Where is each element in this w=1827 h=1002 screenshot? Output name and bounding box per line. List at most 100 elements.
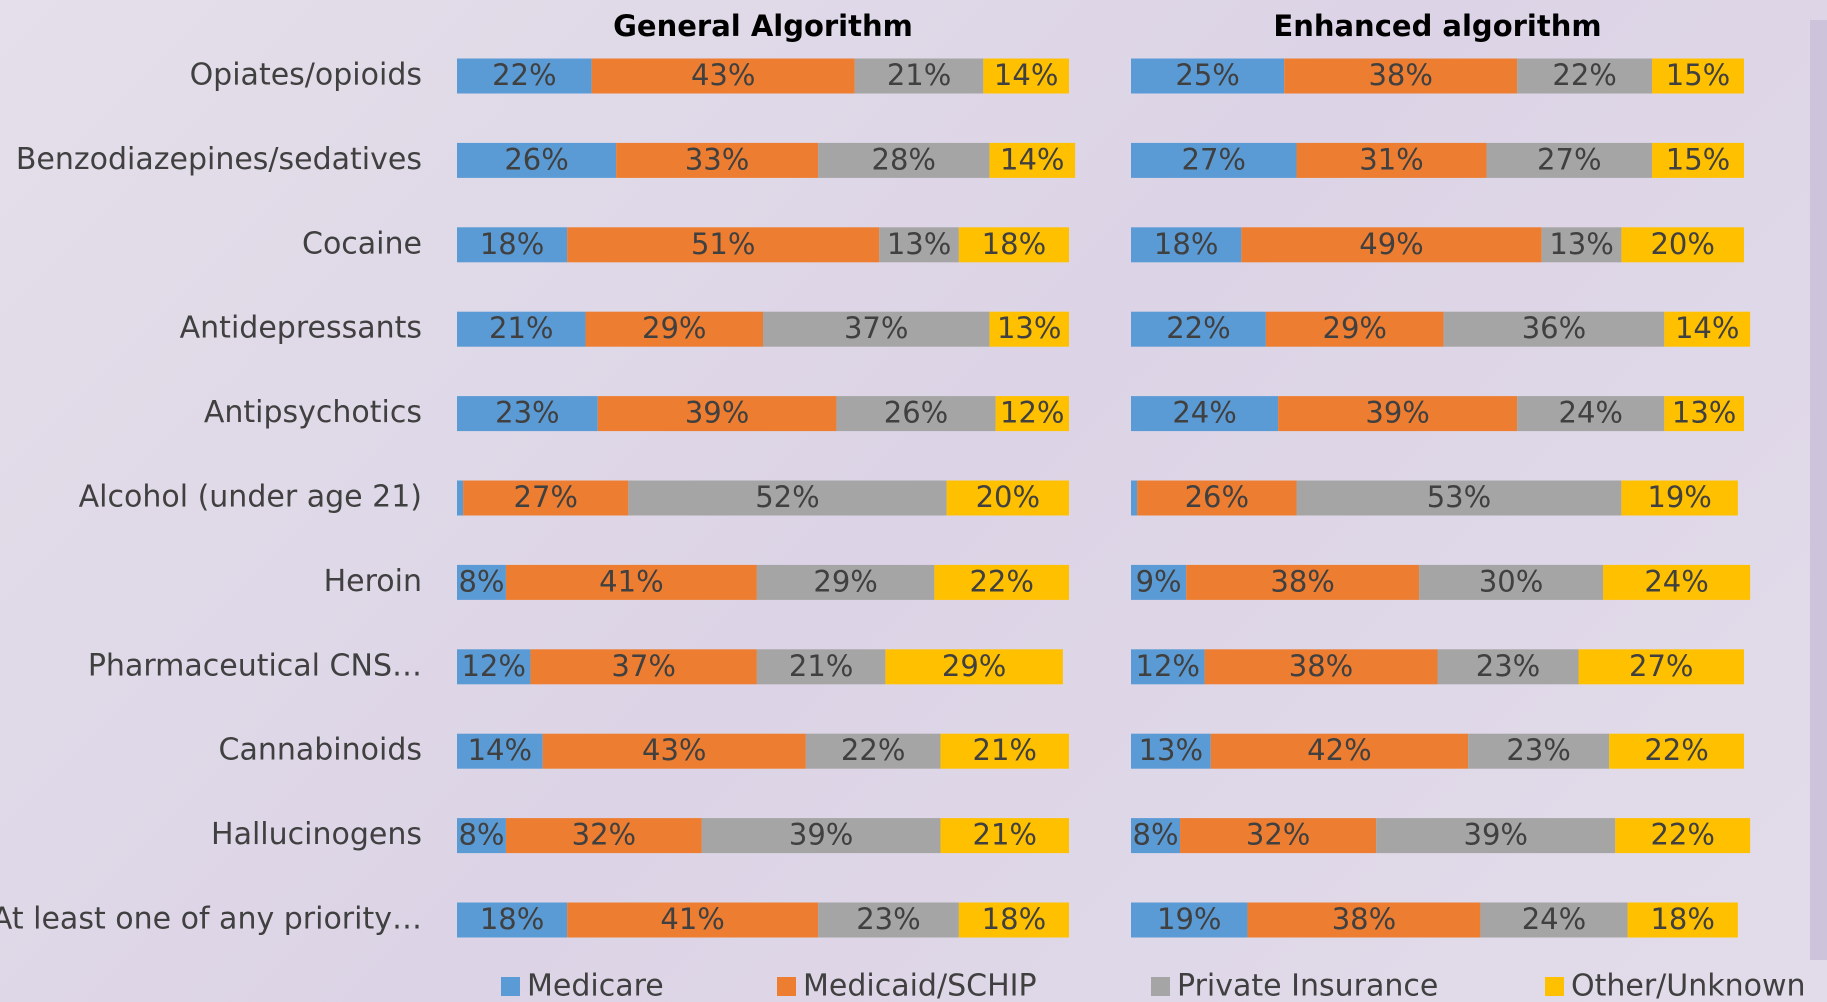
bar-segment [989, 142, 1076, 178]
value-label: 29% [813, 564, 877, 598]
value-label: 20% [976, 480, 1040, 514]
side-edge [1810, 20, 1827, 960]
value-label: 39% [789, 818, 853, 852]
bar-segment [457, 142, 617, 178]
legend-swatch [1151, 977, 1170, 996]
value-label: 22% [841, 733, 905, 767]
panel-title: Enhanced algorithm [1273, 9, 1601, 43]
value-label: 22% [969, 564, 1033, 598]
bar-segment [457, 311, 586, 347]
value-label: 52% [755, 480, 819, 514]
bar-segment [505, 818, 702, 854]
category-label: Cannabinoids [219, 733, 423, 768]
value-label: 22% [1650, 818, 1714, 852]
value-label: 13% [1139, 733, 1203, 767]
legend-swatch [777, 977, 796, 996]
value-label: 14% [994, 58, 1058, 92]
value-label: 27% [1629, 649, 1693, 683]
value-label: 28% [872, 142, 936, 176]
bar-segment [457, 818, 506, 854]
value-label: 21% [973, 818, 1037, 852]
bar-segment [958, 227, 1069, 263]
value-label: 13% [1549, 227, 1613, 261]
value-label: 39% [685, 396, 749, 430]
bar-segment [805, 733, 941, 769]
value-label: 18% [480, 902, 544, 936]
bar-segment [1131, 480, 1138, 516]
value-label: 23% [1506, 733, 1570, 767]
bar-segment [1621, 227, 1744, 263]
category-label: At least one of any priority… [0, 902, 422, 937]
legend-label: Private Insurance [1177, 969, 1438, 1002]
value-label: 15% [1666, 58, 1730, 92]
category-label: Heroin [324, 564, 422, 599]
bar-segment [1468, 733, 1610, 769]
bar-segment [836, 396, 996, 432]
value-label: 13% [887, 227, 951, 261]
value-label: 9% [1136, 564, 1182, 598]
bar-segment [1621, 480, 1738, 516]
bar-segment [457, 58, 592, 94]
bar-segment [1609, 733, 1744, 769]
bar-segment [457, 227, 568, 263]
value-label: 23% [856, 902, 920, 936]
value-label: 18% [480, 227, 544, 261]
bar-segment [756, 564, 935, 600]
bar-segment [1265, 311, 1444, 347]
value-label: 24% [1644, 564, 1708, 598]
bar-segment [1131, 396, 1279, 432]
value-label: 18% [1154, 227, 1218, 261]
bar-segment [983, 58, 1069, 94]
bar-segment [1296, 480, 1622, 516]
bar-segment [989, 311, 1069, 347]
bar-segment [1210, 733, 1469, 769]
value-label: 13% [997, 311, 1061, 345]
bar-segment [763, 311, 990, 347]
bar-segment [1603, 564, 1751, 600]
bar-segment [1296, 142, 1487, 178]
bar-segment [585, 311, 763, 347]
bar-segment [701, 818, 941, 854]
bar-segment [1419, 564, 1604, 600]
value-label: 20% [1650, 227, 1714, 261]
bar-segment [457, 396, 598, 432]
value-label: 14% [468, 733, 532, 767]
value-label: 18% [1650, 902, 1714, 936]
value-label: 24% [1172, 396, 1236, 430]
category-label: Cocaine [302, 226, 422, 261]
bar-segment [567, 902, 819, 938]
value-label: 21% [973, 733, 1037, 767]
value-label: 42% [1307, 733, 1371, 767]
value-label: 26% [1185, 480, 1249, 514]
bar-segment [885, 649, 1063, 685]
value-label: 18% [982, 227, 1046, 261]
bar-segment [628, 480, 947, 516]
category-label: Hallucinogens [211, 817, 422, 852]
legend-swatch [501, 977, 520, 996]
value-label: 36% [1522, 311, 1586, 345]
bar-segment [1137, 480, 1297, 516]
value-label: 38% [1270, 564, 1334, 598]
value-label: 27% [1182, 142, 1246, 176]
value-label: 14% [1000, 142, 1064, 176]
bar-segment [818, 902, 959, 938]
bar-segment [616, 142, 819, 178]
value-label: 21% [489, 311, 553, 345]
value-label: 24% [1522, 902, 1586, 936]
bar-segment [1480, 902, 1628, 938]
value-label: 29% [942, 649, 1006, 683]
category-label: Benzodiazepines/sedatives [16, 142, 422, 177]
value-label: 8% [458, 564, 504, 598]
bar-segment [1664, 396, 1744, 432]
value-label: 51% [691, 227, 755, 261]
bar-segment [854, 58, 984, 94]
value-label: 14% [1675, 311, 1739, 345]
category-label: Antipsychotics [204, 395, 422, 430]
value-label: 24% [1559, 396, 1623, 430]
value-label: 43% [642, 733, 706, 767]
category-label: Pharmaceutical CNS… [88, 648, 422, 683]
bar-segment [567, 227, 880, 263]
bar-segment [457, 564, 506, 600]
legend-swatch [1545, 977, 1564, 996]
